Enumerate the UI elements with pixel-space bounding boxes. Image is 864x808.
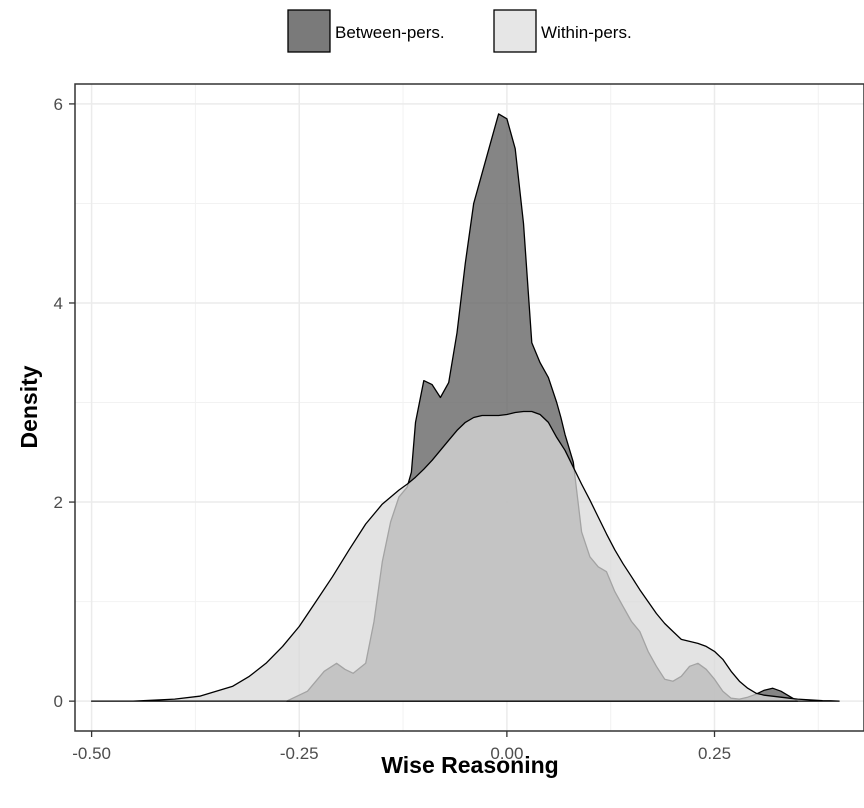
x-axis: -0.50 -0.25 0.00 0.25 [72,731,731,763]
grid-minor [75,84,864,731]
x-axis-title: Wise Reasoning [381,752,558,778]
legend-key-within [493,9,537,53]
legend: Between-pers. Within-pers. [287,9,632,53]
x-tick-label: -0.50 [72,744,111,763]
legend-key-between [287,9,331,53]
x-tick-label: -0.25 [280,744,319,763]
y-axis-title: Density [16,365,42,448]
plot-border [74,83,864,732]
y-tick-label: 6 [54,95,63,114]
density-area-within-pers [90,410,840,702]
legend-label-between: Between-pers. [335,23,445,42]
x-tick-label: 0.25 [698,744,731,763]
y-tick-label: 2 [54,493,63,512]
y-axis: 0 2 4 6 [54,95,75,711]
legend-label-within: Within-pers. [541,23,632,42]
y-tick-label: 4 [54,294,63,313]
y-tick-label: 0 [54,692,63,711]
series-layer [90,113,840,702]
x-tick-label: 0.00 [490,744,523,763]
